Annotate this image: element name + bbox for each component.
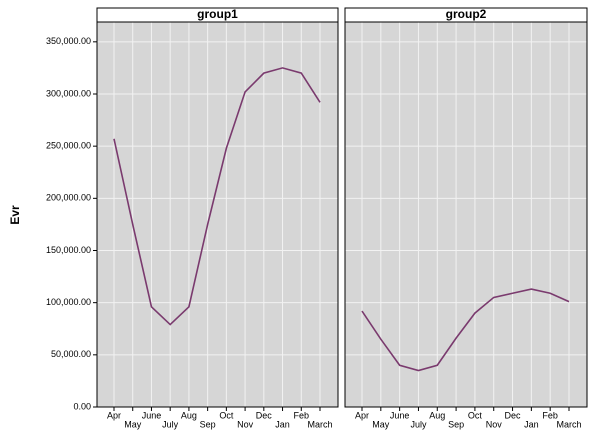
y-tick-label: 50,000.00 xyxy=(51,349,91,359)
x-tick-label: Jan xyxy=(524,419,539,429)
x-tick-label: Nov xyxy=(237,419,254,429)
panel-title: group2 xyxy=(446,7,487,21)
x-tick-label: Aug xyxy=(181,410,197,420)
x-tick-label: Oct xyxy=(219,410,234,420)
panel-title: group1 xyxy=(197,7,238,21)
x-tick-label: Nov xyxy=(486,419,503,429)
x-tick-label: June xyxy=(390,410,410,420)
y-tick-label: 350,000.00 xyxy=(46,36,91,46)
y-axis-label: Evr xyxy=(8,205,22,225)
data-line xyxy=(361,288,570,372)
y-tick-label: 250,000.00 xyxy=(46,141,91,151)
y-tick-label: 0.00 xyxy=(73,401,91,411)
x-tick-label: July xyxy=(162,419,179,429)
x-tick-label: Dec xyxy=(505,410,522,420)
x-tick-label: May xyxy=(124,419,142,429)
x-tick-label: Jan xyxy=(275,419,290,429)
x-tick-label: Apr xyxy=(355,410,369,420)
x-tick-label: Dec xyxy=(256,410,273,420)
x-tick-label: Oct xyxy=(468,410,483,420)
y-tick-label: 150,000.00 xyxy=(46,245,91,255)
x-tick-label: July xyxy=(410,419,427,429)
x-tick-label: Apr xyxy=(107,410,121,420)
y-tick-label: 100,000.00 xyxy=(46,297,91,307)
x-tick-label: June xyxy=(142,410,162,420)
x-tick-label: Sep xyxy=(200,419,216,429)
x-tick-label: Sep xyxy=(448,419,464,429)
x-tick-label: Feb xyxy=(294,410,310,420)
plot-area xyxy=(345,22,587,407)
data-line xyxy=(113,67,321,326)
x-tick-label: Feb xyxy=(542,410,558,420)
panel-frame xyxy=(96,7,339,408)
x-tick-label: March xyxy=(556,419,581,429)
x-tick-label: March xyxy=(307,419,332,429)
y-tick-label: 200,000.00 xyxy=(46,193,91,203)
panel-frame xyxy=(344,7,588,408)
panel-header xyxy=(97,8,338,22)
x-tick-label: May xyxy=(372,419,390,429)
x-tick-label: Aug xyxy=(429,410,445,420)
panel-header xyxy=(345,8,587,22)
y-tick-label: 300,000.00 xyxy=(46,88,91,98)
plot-area xyxy=(97,22,338,407)
